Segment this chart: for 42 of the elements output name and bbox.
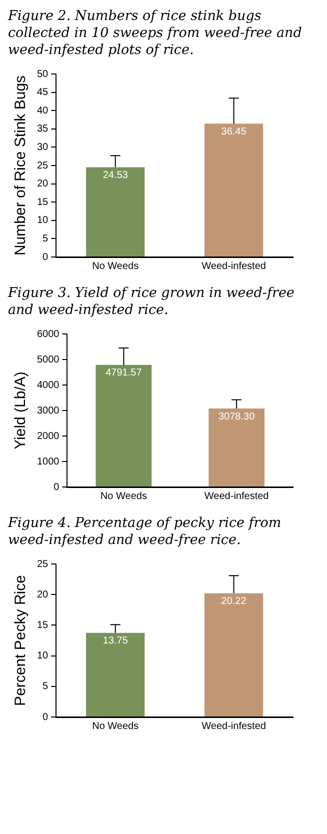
x-tick-label: No Weeds bbox=[92, 720, 139, 732]
y-tick-label: 5000 bbox=[36, 354, 60, 366]
chart-title: Figure 2. Numbers of rice stink bugs collected in 10 sweeps from weed-free and weed-infested plots of rice. bbox=[8, 8, 303, 59]
y-tick-label: 35 bbox=[37, 124, 49, 135]
y-tick-label: 15 bbox=[37, 196, 49, 208]
x-tick-label: Weed-infested bbox=[202, 260, 266, 272]
y-axis-title: Yield (Lb/A) bbox=[12, 372, 30, 450]
chart-title: Figure 4. Percentage of pecky rice from weed-infested and weed-free rice. bbox=[8, 515, 282, 549]
chart-title: Figure 3. Yield of rice grown in weed-free and weed-infested rice. bbox=[8, 285, 296, 319]
y-tick-label: 25 bbox=[37, 558, 49, 570]
x-tick-label: No Weeds bbox=[92, 260, 139, 272]
y-tick-label: 20 bbox=[37, 178, 49, 190]
y-tick-label: 3000 bbox=[36, 405, 60, 416]
y-tick-label: 0 bbox=[42, 252, 49, 263]
x-tick-label: Weed-infested bbox=[204, 490, 269, 502]
y-tick-label: 15 bbox=[37, 620, 49, 631]
data-label: 4791.57 bbox=[106, 368, 142, 379]
y-tick-label: 4000 bbox=[36, 380, 60, 391]
y-tick-label: 2000 bbox=[36, 430, 60, 442]
y-tick-label: 10 bbox=[37, 650, 49, 662]
y-tick-label: 0 bbox=[42, 712, 49, 723]
y-tick-label: 45 bbox=[37, 87, 49, 98]
y-tick-label: 1000 bbox=[36, 456, 60, 468]
y-tick-label: 6000 bbox=[36, 328, 60, 340]
y-tick-label: 30 bbox=[37, 142, 49, 153]
y-tick-label: 20 bbox=[37, 589, 49, 600]
data-label: 13.75 bbox=[102, 636, 128, 647]
y-tick-label: 10 bbox=[37, 215, 49, 226]
y-tick-label: 25 bbox=[37, 160, 49, 172]
data-label: 24.53 bbox=[102, 170, 128, 181]
y-axis-title: Percent Pecky Rice bbox=[12, 575, 30, 706]
y-tick-label: 50 bbox=[37, 68, 49, 80]
data-label: 3078.30 bbox=[218, 411, 256, 422]
y-tick-label: 5 bbox=[42, 233, 49, 244]
y-tick-label: 0 bbox=[54, 482, 60, 493]
y-axis-title: Number of Rice Stink Bugs bbox=[12, 75, 30, 256]
data-label: 20.22 bbox=[221, 596, 247, 608]
y-tick-label: 5 bbox=[42, 681, 49, 692]
x-tick-label: No Weeds bbox=[100, 490, 147, 502]
y-tick-label: 40 bbox=[37, 105, 49, 116]
data-label: 36.45 bbox=[221, 126, 247, 138]
x-tick-label: Weed-infested bbox=[202, 720, 266, 732]
